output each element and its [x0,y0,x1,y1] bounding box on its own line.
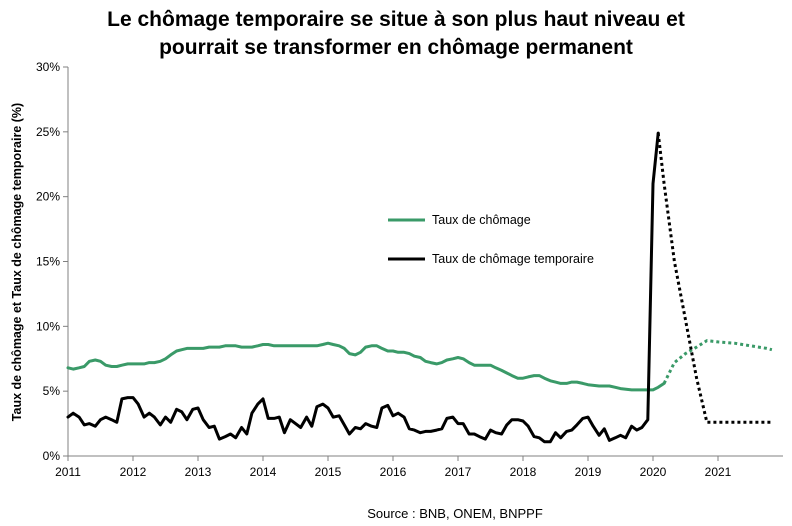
x-tick-label: 2019 [575,465,602,479]
x-tick-label: 2011 [55,465,81,479]
y-tick-label: 30% [36,60,60,74]
x-tick-label: 2016 [380,465,407,479]
axes [63,66,783,461]
chart-title-line-2: pourrait se transformer en chômage perma… [159,36,633,59]
y-tick-label: 20% [36,190,60,204]
chart-title: Le chômage temporaire se situe à son plu… [0,6,792,62]
legend-label-1: Taux de chômage [432,213,531,227]
x-tick-label: 2014 [250,465,277,479]
x-tick-label: 2021 [705,465,732,479]
series-line-3 [662,339,773,385]
source-note: Source : BNB, ONEM, BNPPF [367,506,543,521]
series-line-4 [656,132,772,424]
y-tick-label: 5% [43,384,61,398]
x-tick-label: 2015 [315,465,342,479]
x-tick-label: 2017 [445,465,472,479]
y-tick-labels: 0% 5% 10% 15% 20% 25% 30% [36,60,60,463]
x-tick-label: 2018 [510,465,537,479]
chart-title-line-1: Le chômage temporaire se situe à son plu… [107,8,685,31]
series-line-1 [66,341,666,392]
series-lines [66,131,773,444]
x-tick-label: 2013 [185,465,212,479]
y-tick-label: 0% [43,449,61,463]
legend-label-2: Taux de chômage temporaire [432,252,594,266]
legend: Taux de chômage Taux de chômage temporair… [388,213,594,266]
y-tick-label: 10% [36,319,60,333]
y-tick-label: 25% [36,125,60,139]
x-tick-label: 2012 [120,465,147,479]
series-line-2 [66,131,660,444]
x-tick-labels: 2011 2012 2013 2014 2015 2016 2017 2018 2019 2020… [55,465,732,479]
y-tick-label: 15% [36,255,60,269]
x-tick-label: 2020 [640,465,667,479]
